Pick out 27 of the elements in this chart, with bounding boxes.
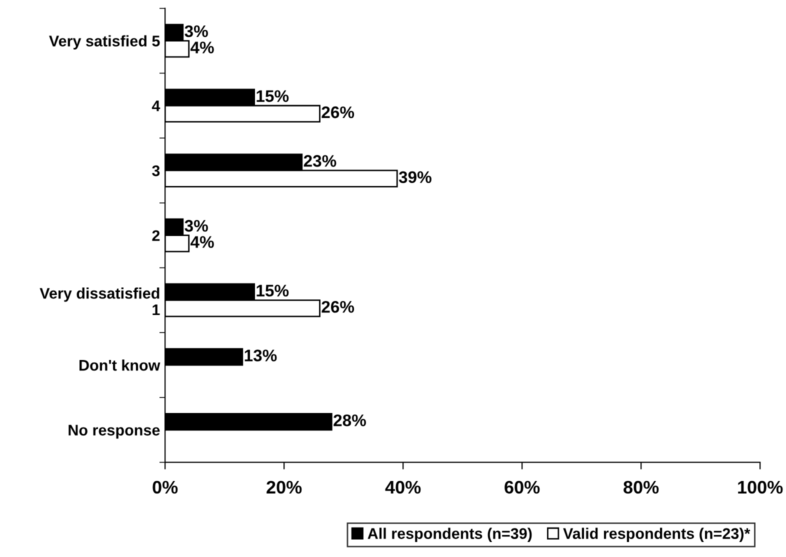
y-tick-label: Don't know — [80, 360, 160, 371]
x-tick-label: 60% — [504, 480, 540, 494]
y-tick-label: Very satisfied 5 — [49, 35, 160, 50]
data-label: 26% — [322, 300, 354, 313]
data-label: 39% — [398, 171, 432, 184]
data-label: 15% — [256, 90, 289, 102]
x-tick-label: 0% — [152, 480, 178, 494]
x-tick-label: 100% — [738, 480, 783, 494]
legend-label: Valid respondents (n=23)* — [563, 528, 750, 542]
legend-label: All respondents (n=39) — [368, 528, 532, 542]
y-tick-label: 2 — [152, 230, 160, 241]
data-label: 13% — [244, 350, 277, 362]
data-label: 4% — [190, 236, 214, 248]
data-label: 4% — [190, 42, 214, 54]
data-label: 15% — [256, 284, 289, 297]
data-label: 23% — [304, 155, 336, 167]
y-tick-label: 3 — [152, 165, 160, 176]
y-tick-label: 4 — [152, 100, 160, 112]
data-label: 3% — [184, 25, 208, 38]
y-tick-label: Very dissatisfied 1 — [40, 288, 160, 316]
data-label: 3% — [184, 220, 208, 232]
data-label: 26% — [322, 106, 354, 118]
x-tick-label: 80% — [624, 480, 659, 494]
data-label: 28% — [334, 414, 366, 426]
y-tick-label: No response — [68, 424, 160, 439]
x-tick-label: 20% — [266, 480, 302, 494]
x-tick-label: 40% — [385, 480, 421, 494]
